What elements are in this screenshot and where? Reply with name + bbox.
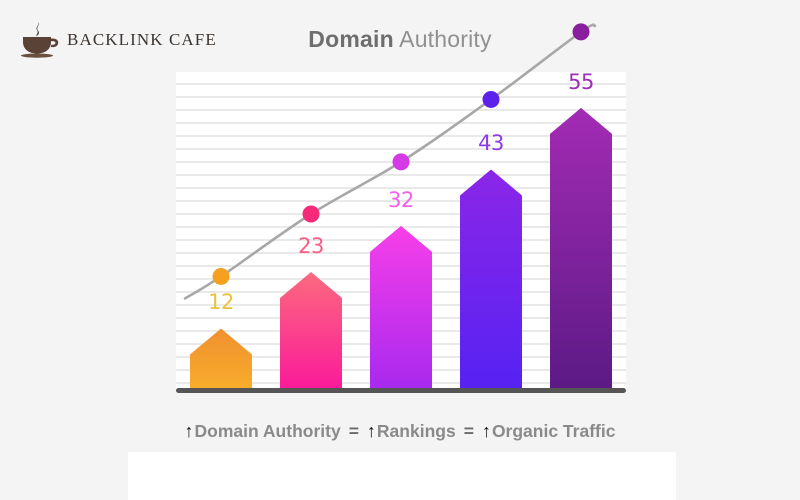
trend-point <box>302 205 320 223</box>
bar <box>370 225 432 390</box>
bar-value-label: 32 <box>388 187 414 212</box>
caption-item-1: ↑Domain Authority <box>185 421 341 442</box>
page-title-strong: Domain <box>308 26 394 52</box>
bar <box>550 107 612 390</box>
trend-point <box>212 267 230 285</box>
caption-equals-2: = <box>463 421 474 441</box>
trend-point <box>482 90 500 108</box>
bar <box>280 272 342 390</box>
trend-point <box>392 153 410 171</box>
caption: ↑Domain Authority = ↑Rankings = ↑Organic Tra… <box>0 421 800 442</box>
bottom-card <box>128 452 676 500</box>
coffee-cup-icon <box>18 20 60 60</box>
logo: BACKLINK CAFE <box>18 20 217 60</box>
bar-value-label: 23 <box>298 234 324 259</box>
bar <box>460 169 522 390</box>
up-arrow-icon: ↑ <box>366 421 376 441</box>
page-title-light: Authority <box>393 26 492 52</box>
bar <box>190 328 252 390</box>
caption-item-2: ↑Rankings <box>367 421 456 442</box>
up-arrow-icon: ↑ <box>184 421 194 441</box>
bar-value-label: 12 <box>208 290 234 315</box>
page-title: Domain Authority <box>0 26 800 53</box>
caption-item-3-label: Organic Traffic <box>491 421 616 441</box>
caption-item-1-label: Domain Authority <box>194 421 341 441</box>
logo-brand-text: BACKLINK CAFE <box>67 30 217 49</box>
caption-item-3: ↑Organic Traffic <box>482 421 616 442</box>
axis-baseline <box>176 388 626 393</box>
caption-item-2-label: Rankings <box>376 421 456 441</box>
bar-value-label: 55 <box>568 69 594 94</box>
bar-value-label: 43 <box>478 131 504 156</box>
bar-group <box>190 107 612 390</box>
trend-point-group <box>212 23 590 285</box>
up-arrow-icon: ↑ <box>481 421 491 441</box>
caption-equals-1: = <box>348 421 359 441</box>
trend-point <box>572 23 590 41</box>
